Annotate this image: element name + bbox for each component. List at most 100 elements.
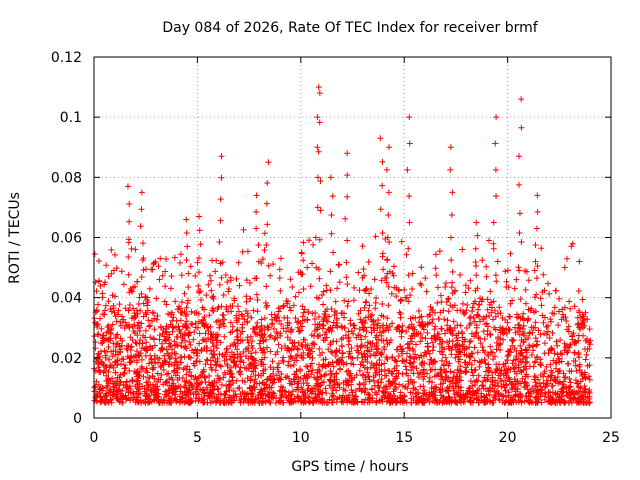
data-point [235,385,242,392]
data-point [348,399,355,406]
data-point [565,323,572,330]
data-point [584,316,591,323]
data-point [366,302,373,309]
data-point [515,355,522,362]
data-point [447,144,454,151]
data-point [253,225,260,232]
data-point [363,298,370,305]
data-point [371,276,378,283]
data-point [114,374,121,381]
data-point [523,268,530,275]
data-point [453,379,460,386]
data-point [561,264,568,271]
data-point [101,367,108,374]
data-point [491,307,498,314]
data-point [586,395,593,402]
data-point [320,356,327,363]
data-point [140,373,147,380]
data-point [254,296,261,303]
data-point [425,378,432,385]
data-point [463,307,470,314]
data-point [525,335,532,342]
data-point [156,276,163,283]
data-point [442,284,449,291]
data-point [140,313,147,320]
data-point [233,377,240,384]
data-point [497,329,504,336]
data-point [167,285,174,292]
data-point [466,344,473,351]
data-point [271,390,278,397]
data-point [507,300,514,307]
data-point [264,344,271,351]
data-point [372,389,379,396]
data-point [567,341,574,348]
data-point [363,285,370,292]
data-point [505,389,512,396]
data-point [471,357,478,364]
data-point [187,263,194,270]
data-point [243,293,250,300]
data-point [385,302,392,309]
data-point [258,388,265,395]
data-point [439,344,446,351]
data-point [103,393,110,400]
data-point [391,284,398,291]
data-point [483,313,490,320]
data-point [217,321,224,328]
data-point [223,398,230,405]
data-point [203,338,210,345]
data-point [330,363,337,370]
data-point [577,314,584,321]
data-point [480,347,487,354]
data-point [198,348,205,355]
data-point [106,356,113,363]
data-point [436,248,443,255]
data-point [295,269,302,276]
data-point [353,334,360,341]
data-point [413,394,420,401]
data-point [578,393,585,400]
data-point [408,399,415,406]
data-point [149,345,156,352]
data-point [258,327,265,334]
data-point [459,341,466,348]
data-point [249,338,256,345]
data-point [217,260,224,267]
data-point [349,355,356,362]
data-point [466,315,473,322]
data-point [500,336,507,343]
data-point [99,311,106,318]
data-point [107,377,114,384]
data-point [299,386,306,393]
data-point [456,356,463,363]
data-point [96,257,103,264]
data-point [503,278,510,285]
data-point [406,353,413,360]
data-point [157,364,164,371]
data-point [125,307,132,314]
data-point [208,366,215,373]
data-point [102,302,109,309]
data-point [560,398,567,405]
data-point [534,353,541,360]
data-point [310,340,317,347]
data-point [500,361,507,368]
data-point [407,389,414,396]
data-point [160,367,167,374]
data-point [295,289,302,296]
data-point [253,208,260,215]
data-point [170,380,177,387]
data-point [399,370,406,377]
data-point [401,286,408,293]
data-point [431,373,438,380]
data-point [420,375,427,382]
data-point [95,278,102,285]
data-point [166,324,173,331]
data-point [227,343,234,350]
data-point [96,360,103,367]
data-point [237,399,244,406]
data-point [439,351,446,358]
data-point [518,239,525,246]
data-point [109,321,116,328]
